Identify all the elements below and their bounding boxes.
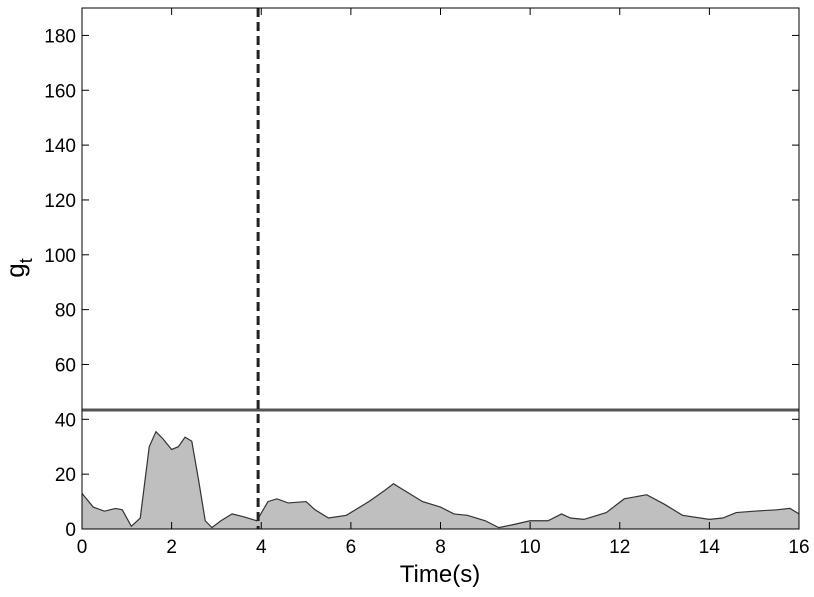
y-tick-label: 40 — [55, 410, 76, 431]
x-tick-label: 16 — [788, 537, 809, 558]
y-tick-label: 80 — [55, 301, 76, 322]
y-tick-label: 160 — [44, 81, 76, 102]
x-axis-label: Time(s) — [400, 561, 480, 588]
x-tick-label: 10 — [520, 537, 541, 558]
area-line — [81, 430, 800, 529]
y-tick-label: 100 — [44, 246, 76, 267]
y-tick-label: 180 — [44, 26, 76, 47]
y-axis-label-subscript: t — [16, 258, 36, 263]
x-tick-label: 14 — [699, 537, 721, 558]
x-tick-label: 8 — [435, 537, 446, 558]
y-axis-label-main: g — [0, 263, 30, 277]
x-tick-label: 0 — [77, 537, 88, 558]
y-tick-label: 0 — [65, 520, 76, 541]
y-tick-label: 20 — [55, 465, 76, 486]
y-axis-label: gt — [0, 258, 36, 277]
x-tick-label: 12 — [609, 537, 630, 558]
x-tick-label: 4 — [256, 537, 267, 558]
x-tick-label: 6 — [346, 537, 357, 558]
y-tick-label: 120 — [44, 191, 76, 212]
area-fill — [82, 431, 799, 529]
y-tick-label: 60 — [55, 355, 76, 376]
y-tick-label: 140 — [44, 136, 76, 157]
x-tick-label: 2 — [166, 537, 177, 558]
